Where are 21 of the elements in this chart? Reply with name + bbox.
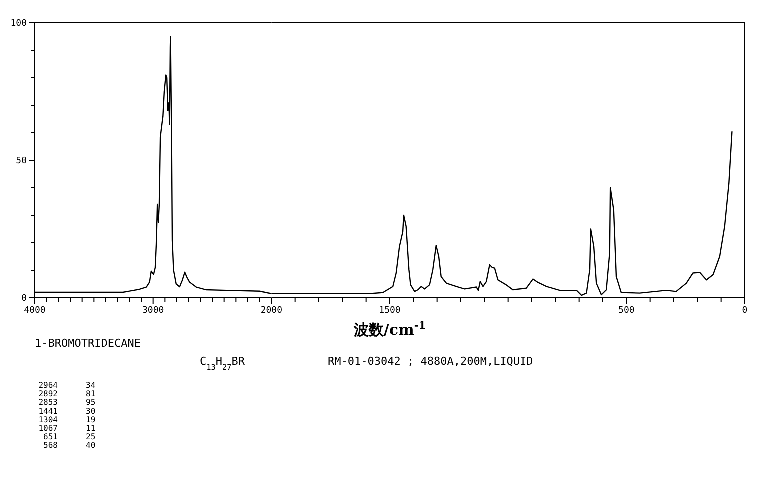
y-tick-label: 0 <box>22 294 27 304</box>
text: 2892 81 <box>38 390 96 399</box>
y-tick-label: 100 <box>10 19 27 29</box>
x-axis-title: 波数/cm$^{-1}$ <box>352 320 426 339</box>
text: 651 25 <box>44 432 96 442</box>
text: 1441 30 <box>38 406 96 416</box>
text: 2964 34 <box>38 381 96 390</box>
text: 2853 95 <box>38 398 96 408</box>
x-tick-label: 0 <box>742 306 748 316</box>
text: 1304 19 <box>38 415 96 424</box>
x-tick-label: 3000 <box>142 306 164 316</box>
text: 568 40 <box>44 441 96 450</box>
x-tick-label: 4000 <box>24 306 46 316</box>
x-tick-label: 500 <box>618 306 635 316</box>
x-tick-label: 2000 <box>260 306 283 316</box>
y-tick-label: 50 <box>16 156 27 166</box>
text: RM-01-03042 ; 4880A,200M,LIQUID <box>328 355 534 368</box>
x-tick-label: 1500 <box>379 306 401 316</box>
text: 1067 11 <box>38 424 96 433</box>
text: 1-BROMOTRIDECANE <box>35 337 141 350</box>
text: C$_{13}$H$_{27}$BR <box>200 355 246 372</box>
